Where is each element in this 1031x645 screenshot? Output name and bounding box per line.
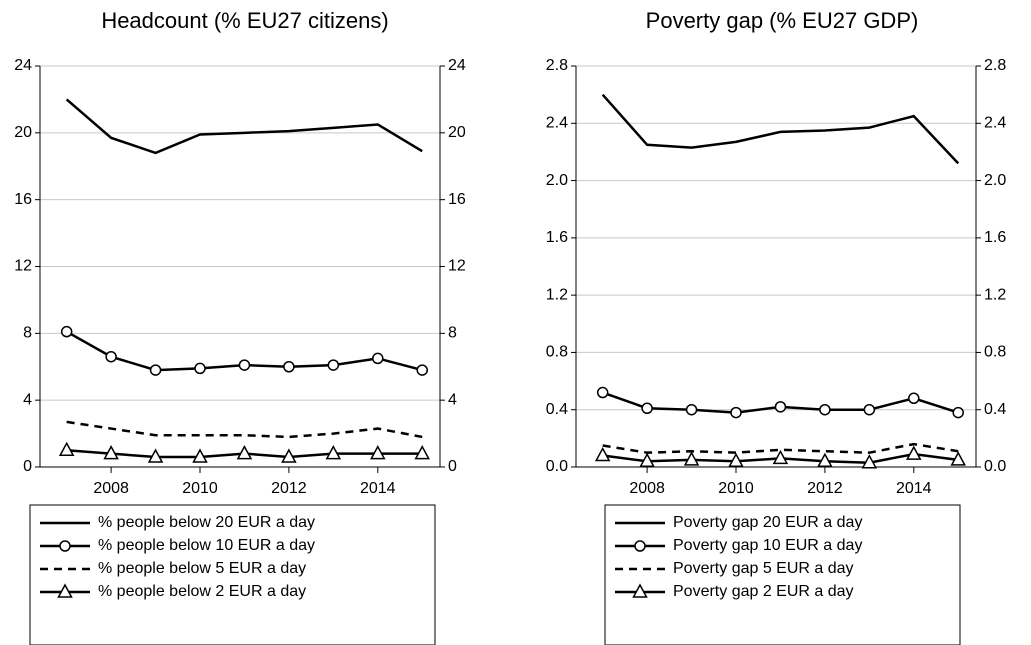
- y2-tick-label: 16: [448, 191, 466, 208]
- line: [602, 442, 959, 454]
- y2-tick-label: 20: [448, 124, 466, 141]
- x-tick-label: 2008: [93, 480, 129, 497]
- chart-title: Poverty gap (% EU27 GDP): [646, 8, 919, 33]
- marker: [149, 364, 162, 376]
- marker: [147, 448, 164, 463]
- marker: [952, 406, 964, 419]
- y2-tick-label: 1.2: [984, 286, 1006, 303]
- marker: [639, 452, 655, 468]
- marker: [594, 446, 611, 462]
- y-tick-label: 0.4: [546, 401, 568, 418]
- marker: [57, 583, 73, 598]
- y-tick-label: 8: [23, 325, 32, 342]
- marker: [59, 540, 71, 552]
- marker: [416, 364, 428, 376]
- marker: [192, 448, 208, 463]
- y-tick-label: 16: [14, 191, 32, 208]
- line: [601, 93, 960, 165]
- y2-tick-label: 0: [448, 458, 457, 475]
- marker: [641, 402, 653, 415]
- chart-title: Headcount (% EU27 citizens): [101, 8, 388, 33]
- y2-tick-label: 12: [448, 258, 466, 275]
- legend: [29, 504, 436, 645]
- marker: [774, 401, 787, 413]
- marker: [863, 403, 876, 416]
- y-tick-label: 2.8: [546, 57, 568, 74]
- legend-label: % people below 10 EUR a day: [98, 537, 315, 554]
- marker: [60, 325, 73, 338]
- marker: [861, 454, 878, 469]
- marker: [281, 448, 297, 463]
- legend-label: Poverty gap 20 EUR a day: [673, 514, 862, 531]
- marker: [103, 445, 119, 460]
- y-tick-label: 1.6: [546, 229, 568, 246]
- marker: [370, 445, 386, 460]
- y2-tick-label: 2.4: [984, 115, 1006, 132]
- marker: [908, 392, 920, 405]
- marker: [819, 403, 831, 416]
- x-tick-label: 2008: [629, 480, 665, 497]
- y-tick-label: 20: [14, 124, 32, 141]
- marker: [596, 386, 609, 399]
- marker: [950, 451, 966, 466]
- y2-tick-label: 0.8: [984, 344, 1006, 361]
- marker: [327, 359, 340, 371]
- y2-tick-label: 0.0: [984, 458, 1006, 475]
- y-tick-label: 24: [14, 57, 32, 74]
- y2-tick-label: 8: [448, 325, 457, 342]
- line: [65, 98, 423, 155]
- marker: [194, 362, 206, 375]
- line: [66, 420, 423, 439]
- marker: [105, 350, 117, 363]
- y-tick-label: 12: [14, 258, 32, 275]
- legend-label: % people below 2 EUR a day: [98, 583, 306, 600]
- x-tick-label: 2010: [182, 480, 218, 497]
- x-tick-label: 2014: [896, 480, 932, 497]
- y-tick-label: 2.4: [546, 115, 568, 132]
- marker: [283, 361, 295, 373]
- y-tick-label: 1.2: [546, 286, 568, 303]
- marker: [728, 452, 744, 468]
- marker: [238, 359, 251, 371]
- x-tick-label: 2010: [718, 480, 754, 497]
- y2-tick-label: 24: [448, 57, 466, 74]
- legend-label: Poverty gap 2 EUR a day: [673, 583, 854, 600]
- y2-tick-label: 2.8: [984, 57, 1006, 74]
- marker: [906, 445, 922, 460]
- x-tick-label: 2012: [271, 480, 307, 497]
- marker: [632, 583, 648, 598]
- legend: [604, 504, 961, 645]
- legend-label: Poverty gap 5 EUR a day: [673, 560, 854, 577]
- y-tick-label: 0.0: [546, 458, 568, 475]
- y2-tick-label: 4: [448, 391, 457, 408]
- y-tick-label: 0: [23, 458, 32, 475]
- legend-label: % people below 5 EUR a day: [98, 560, 306, 577]
- marker: [236, 445, 253, 460]
- marker: [372, 352, 384, 365]
- x-tick-label: 2012: [807, 480, 843, 497]
- marker: [817, 452, 833, 468]
- marker: [683, 451, 700, 466]
- y-tick-label: 2.0: [546, 172, 568, 189]
- x-tick-label: 2014: [360, 480, 396, 497]
- y2-tick-label: 0.4: [984, 401, 1006, 418]
- y2-tick-label: 1.6: [984, 229, 1006, 246]
- marker: [730, 406, 742, 419]
- marker: [772, 449, 789, 465]
- y-tick-label: 4: [23, 391, 32, 408]
- marker: [634, 540, 646, 552]
- marker: [58, 441, 75, 457]
- legend-label: Poverty gap 10 EUR a day: [673, 537, 862, 554]
- marker: [325, 445, 342, 460]
- marker: [685, 403, 698, 416]
- marker: [414, 445, 430, 460]
- legend-label: % people below 20 EUR a day: [98, 514, 315, 531]
- y-tick-label: 0.8: [546, 344, 568, 361]
- y2-tick-label: 2.0: [984, 172, 1006, 189]
